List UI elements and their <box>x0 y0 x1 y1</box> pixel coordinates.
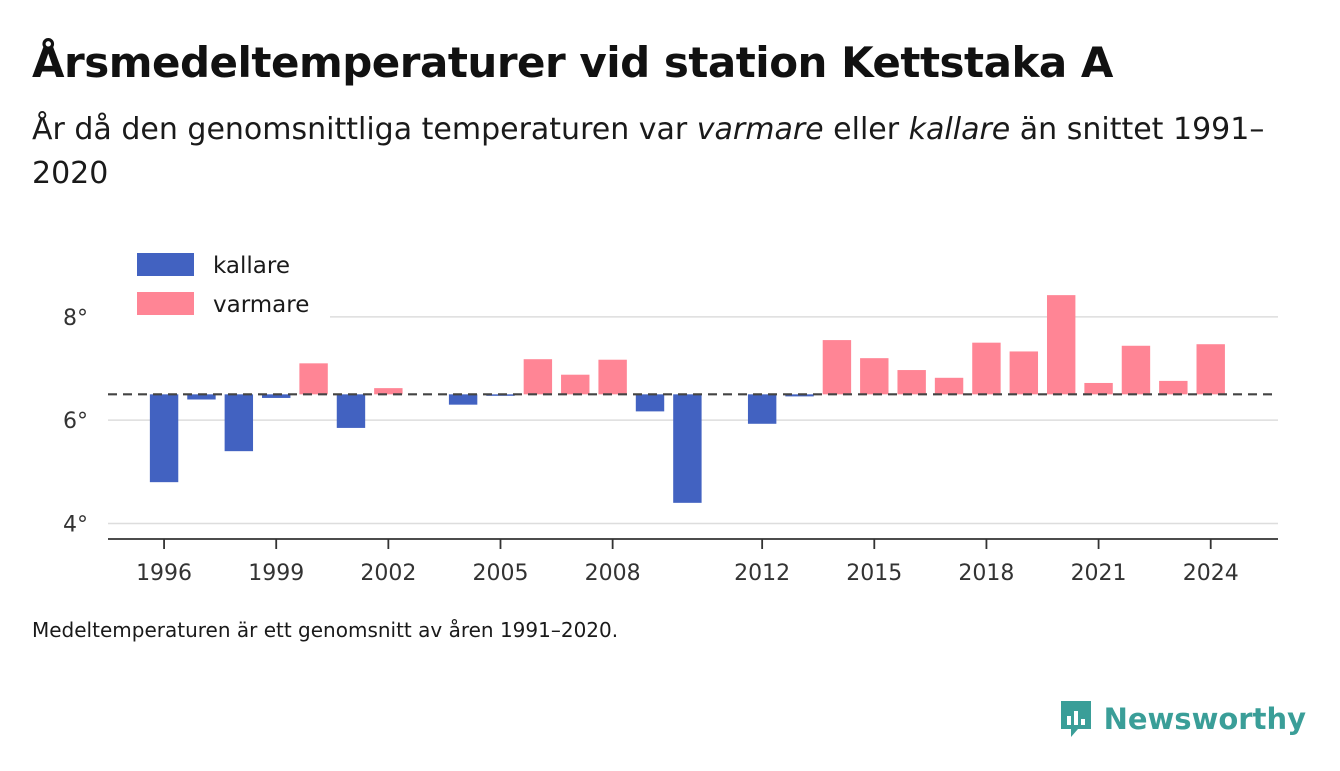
legend-swatch-kallare <box>137 253 194 276</box>
bar-2002 <box>374 388 403 395</box>
x-ticks: 1996 1999 2002 2005 2008 2012 2015 2018 2021 2024 <box>136 539 1239 586</box>
bar-2023 <box>1159 380 1188 395</box>
chart-subtitle: År då den genomsnittliga temperaturen va… <box>32 108 1272 196</box>
brand-logo[interactable]: Newsworthy <box>1058 698 1306 740</box>
subtitle-cold-word: kallare <box>908 112 1011 147</box>
bar-2020 <box>1046 295 1076 395</box>
bar-2007 <box>561 374 590 395</box>
x-tick-label-2024: 2024 <box>1183 561 1239 586</box>
legend: kallare varmare <box>137 253 309 318</box>
y-tick-label-4: 4° <box>63 513 88 538</box>
legend-label-varmare: varmare <box>213 292 309 318</box>
bar-2006 <box>523 359 553 395</box>
x-tick-label-2008: 2008 <box>585 561 641 586</box>
brand-name: Newsworthy <box>1103 702 1306 736</box>
bar-1996 <box>149 394 179 483</box>
subtitle-text-2: eller <box>823 112 909 147</box>
x-tick-label-2012: 2012 <box>734 561 790 586</box>
x-tick-label-1999: 1999 <box>248 561 304 586</box>
bar-1997 <box>187 394 216 400</box>
bar-2022 <box>1121 345 1151 395</box>
x-tick-label-1996: 1996 <box>136 561 192 586</box>
bar-2004 <box>448 394 478 405</box>
bar-2012 <box>747 394 777 424</box>
x-tick-label-2002: 2002 <box>360 561 416 586</box>
bar-2000 <box>299 363 328 395</box>
bar-chart: 4° 6° 8° 1996 1999 2002 2005 2008 2012 2015 2018 2… <box>63 253 1278 586</box>
y-tick-label-6: 6° <box>63 409 88 434</box>
bar-2021 <box>1084 382 1113 395</box>
footnote: Medeltemperaturen är ett genomsnitt av å… <box>32 618 619 642</box>
x-tick-label-2021: 2021 <box>1071 561 1127 586</box>
x-tick-label-2018: 2018 <box>958 561 1014 586</box>
subtitle-text-3: än snittet 1991–2020 <box>32 112 1265 191</box>
bar-2015 <box>860 358 889 395</box>
x-tick-label-2015: 2015 <box>846 561 902 586</box>
bars <box>149 295 1225 503</box>
bar-2017 <box>934 377 964 395</box>
newsworthy-logo-icon <box>1060 701 1091 737</box>
legend-label-kallare: kallare <box>213 253 290 279</box>
bar-1998 <box>224 394 254 452</box>
bar-2018 <box>972 342 1001 395</box>
chart-title: Årsmedeltemperaturer vid station Kettsta… <box>32 38 1113 87</box>
legend-swatch-varmare <box>137 292 194 315</box>
bar-2008 <box>598 359 627 395</box>
x-tick-label-2005: 2005 <box>472 561 528 586</box>
subtitle-warm-word: varmare <box>696 112 824 147</box>
bar-1999 <box>262 394 291 398</box>
bar-2010 <box>673 394 702 503</box>
bar-2001 <box>336 394 366 428</box>
bar-2009 <box>635 394 665 412</box>
bar-2016 <box>897 370 926 395</box>
bar-2019 <box>1009 351 1039 395</box>
bar-2024 <box>1196 344 1225 395</box>
bar-2014 <box>822 340 852 395</box>
subtitle-text-1: År då den genomsnittliga temperaturen va… <box>32 112 697 147</box>
y-tick-labels: 4° 6° 8° <box>63 306 88 538</box>
y-tick-label-8: 8° <box>63 306 88 331</box>
